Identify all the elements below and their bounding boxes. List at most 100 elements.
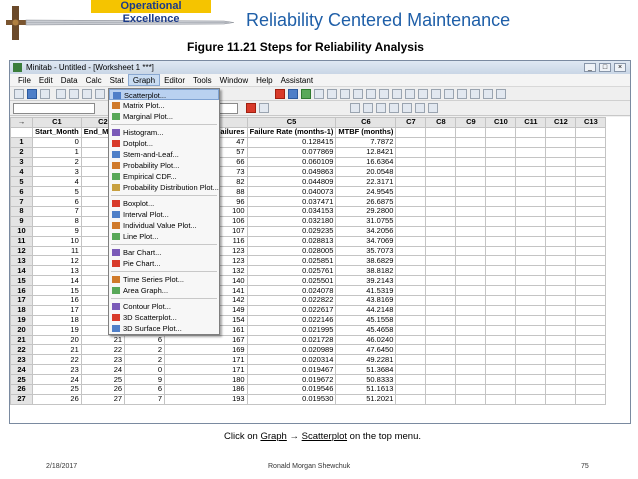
table-cell[interactable]	[425, 295, 457, 306]
table-cell[interactable]: 0.022617	[246, 304, 337, 316]
table-cell[interactable]: 50.8333	[335, 374, 397, 386]
row-number[interactable]: 3	[10, 156, 33, 168]
table-cell[interactable]	[425, 215, 457, 227]
table-cell[interactable]: 24	[80, 364, 126, 376]
graph-menu-item[interactable]: Interval Plot...	[109, 209, 219, 220]
session-icon[interactable]	[301, 89, 311, 99]
table-cell[interactable]	[575, 384, 607, 395]
table-cell[interactable]	[515, 255, 547, 267]
table-cell[interactable]	[515, 235, 547, 247]
table-cell[interactable]	[575, 324, 607, 336]
table-cell[interactable]: 51.2021	[335, 393, 397, 405]
table-cell[interactable]	[395, 176, 427, 188]
table-cell[interactable]: 41.5319	[335, 285, 397, 297]
table-cell[interactable]	[515, 275, 547, 287]
table-cell[interactable]: 19	[32, 324, 82, 336]
table-cell[interactable]: 193	[164, 393, 248, 405]
graph-menu-item[interactable]: Scatterplot...	[109, 89, 219, 100]
table-cell[interactable]	[455, 176, 487, 188]
table-cell[interactable]	[575, 393, 607, 405]
edit-icon[interactable]	[405, 89, 415, 99]
table-cell[interactable]	[515, 314, 547, 326]
table-cell[interactable]	[485, 255, 517, 267]
table-cell[interactable]	[575, 156, 607, 168]
table-cell[interactable]	[485, 384, 517, 395]
row-number[interactable]: 2	[10, 146, 33, 158]
table-cell[interactable]	[425, 364, 457, 376]
table-cell[interactable]: 0.028813	[246, 235, 337, 247]
table-cell[interactable]	[485, 245, 517, 257]
row-number[interactable]: 24	[10, 364, 33, 376]
table-cell[interactable]: 0.019530	[246, 393, 337, 405]
table-cell[interactable]	[515, 166, 547, 178]
table-cell[interactable]	[575, 215, 607, 227]
table-cell[interactable]	[545, 334, 577, 346]
corner-cell[interactable]: →	[10, 117, 33, 128]
table-cell[interactable]	[485, 186, 517, 198]
table-cell[interactable]	[545, 354, 577, 366]
table-cell[interactable]	[395, 186, 427, 198]
table-cell[interactable]	[545, 255, 577, 267]
graph-icon[interactable]	[340, 89, 350, 99]
column-name-cell[interactable]	[545, 126, 577, 138]
table-cell[interactable]: 13	[32, 265, 82, 277]
table-cell[interactable]	[425, 206, 457, 217]
table-cell[interactable]: 0.040073	[246, 186, 337, 198]
table-cell[interactable]	[425, 275, 457, 287]
table-cell[interactable]: 0.044809	[246, 176, 337, 188]
row-number[interactable]: 21	[10, 334, 33, 346]
table-cell[interactable]	[575, 265, 607, 277]
table-cell[interactable]	[485, 344, 517, 356]
table-cell[interactable]: 23	[32, 364, 82, 376]
table-cell[interactable]: 44.2148	[335, 304, 397, 316]
table-cell[interactable]: 0.128415	[246, 136, 337, 148]
table-cell[interactable]: 11	[32, 245, 82, 257]
table-cell[interactable]: 29.2800	[335, 206, 397, 217]
table-cell[interactable]	[395, 146, 427, 158]
table-cell[interactable]	[515, 295, 547, 306]
column-header[interactable]: C10	[485, 117, 517, 128]
graph-menu-item[interactable]: Contour Plot...	[109, 301, 219, 312]
table-cell[interactable]: 1	[32, 146, 82, 158]
paste-icon[interactable]	[82, 89, 92, 99]
column-name-cell[interactable]	[485, 126, 517, 138]
table-cell[interactable]	[545, 314, 577, 326]
table-cell[interactable]	[395, 344, 427, 356]
table-cell[interactable]	[395, 384, 427, 395]
menu-edit[interactable]: Edit	[38, 76, 53, 85]
table-cell[interactable]	[485, 146, 517, 158]
graph-menu-item[interactable]: 3D Scatterplot...	[109, 312, 219, 323]
table-cell[interactable]	[395, 196, 427, 208]
table-cell[interactable]	[455, 206, 487, 217]
column-select-combo[interactable]	[13, 103, 95, 114]
table-cell[interactable]	[545, 374, 577, 386]
table-cell[interactable]	[515, 364, 547, 376]
table-cell[interactable]	[515, 215, 547, 227]
table-cell[interactable]: 26	[32, 393, 82, 405]
table-cell[interactable]	[515, 245, 547, 257]
table-cell[interactable]: 0.028005	[246, 245, 337, 257]
table-cell[interactable]	[575, 295, 607, 306]
table-cell[interactable]	[485, 265, 517, 277]
table-cell[interactable]	[545, 136, 577, 148]
menu-window[interactable]: Window	[219, 76, 249, 85]
table-cell[interactable]	[575, 146, 607, 158]
column-header[interactable]: C11	[515, 117, 547, 128]
row-number[interactable]: 1	[10, 136, 33, 148]
table-cell[interactable]	[425, 265, 457, 277]
table-cell[interactable]: 0.022146	[246, 314, 337, 326]
table-cell[interactable]	[575, 314, 607, 326]
table-cell[interactable]	[575, 334, 607, 346]
table-cell[interactable]: 3	[32, 166, 82, 178]
delete-icon[interactable]	[246, 103, 256, 113]
row-number[interactable]: 27	[10, 393, 33, 405]
row-number[interactable]: 18	[10, 304, 33, 316]
rectangle-tool-icon[interactable]	[376, 103, 386, 113]
table-cell[interactable]	[545, 384, 577, 395]
table-cell[interactable]: 45.1558	[335, 314, 397, 326]
table-cell[interactable]	[545, 344, 577, 356]
column-name-cell[interactable]: MTBF (months)	[335, 126, 397, 138]
table-cell[interactable]: 0.019672	[246, 374, 337, 386]
row-number[interactable]: 22	[10, 344, 33, 356]
table-cell[interactable]: 0.037471	[246, 196, 337, 208]
